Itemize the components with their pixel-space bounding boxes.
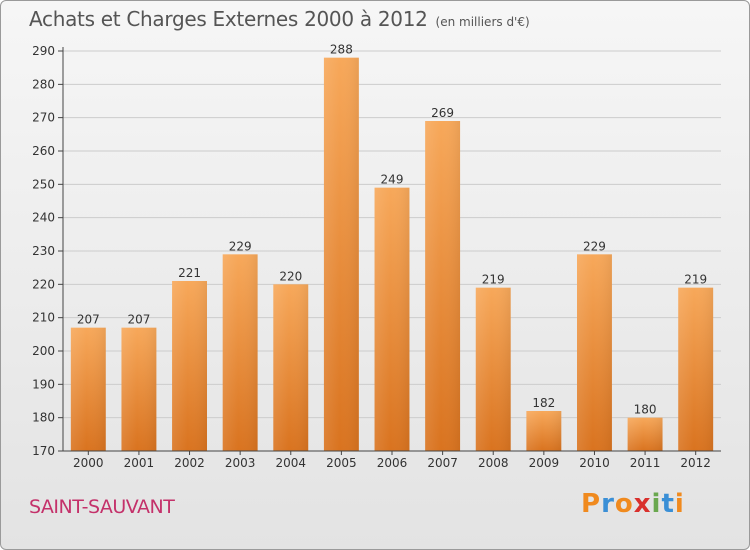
- bar-shine-2009: [526, 411, 562, 451]
- data-label-2000: 207: [77, 313, 100, 327]
- x-tick-label-2000: 2000: [73, 456, 104, 470]
- data-label-2007: 269: [431, 106, 454, 120]
- data-label-2006: 249: [381, 173, 404, 187]
- x-tick-label-2010: 2010: [579, 456, 610, 470]
- y-tick-label: 220: [32, 277, 55, 291]
- bar-shine-2004: [273, 284, 309, 451]
- y-tick-label: 260: [32, 144, 55, 158]
- logo-letter: r: [601, 489, 615, 519]
- y-tick-label: 290: [32, 44, 55, 58]
- data-label-2001: 207: [127, 313, 150, 327]
- data-label-2009: 182: [532, 396, 555, 410]
- x-tick-label-2004: 2004: [275, 456, 306, 470]
- y-tick-label: 180: [32, 411, 55, 425]
- chart-title-text: Achats et Charges Externes 2000 à 2012: [29, 7, 428, 31]
- data-label-2012: 219: [684, 273, 707, 287]
- y-tick-label: 240: [32, 211, 55, 225]
- y-tick-label: 230: [32, 244, 55, 258]
- data-label-2002: 221: [178, 266, 201, 280]
- y-tick-label: 210: [32, 311, 55, 325]
- bar-shine-2007: [425, 121, 461, 451]
- y-tick-label: 270: [32, 111, 55, 125]
- bar-shine-2008: [475, 287, 511, 451]
- bar-shine-2003: [222, 254, 258, 451]
- city-name: SAINT-SAUVANT: [29, 496, 175, 518]
- x-tick-label-2012: 2012: [680, 456, 711, 470]
- y-tick-label: 250: [32, 177, 55, 191]
- proxiti-logo: Proxiti: [581, 489, 685, 519]
- chart-subtitle: (en milliers d'€): [435, 15, 530, 29]
- x-tick-label-2008: 2008: [478, 456, 509, 470]
- bar-shine-2012: [678, 287, 714, 451]
- y-tick-label: 170: [32, 444, 55, 458]
- axes: 170 180 190 200 210 220 230 240 250 260 270 280 290 2…: [32, 44, 721, 470]
- bar-shine-2010: [576, 254, 612, 451]
- x-tick-label-2002: 2002: [174, 456, 205, 470]
- bar-shine-2011: [627, 417, 663, 451]
- logo-letter: i: [651, 489, 662, 519]
- x-tick-label-2009: 2009: [529, 456, 560, 470]
- x-tick-label-2001: 2001: [124, 456, 155, 470]
- logo-letter: x: [633, 489, 652, 519]
- data-labels: 207 207 221 229 220 288 249 269 219 182 229 180 219: [77, 43, 707, 417]
- logo-letter: i: [674, 489, 685, 519]
- bar-shine-2005: [323, 57, 359, 452]
- logo-letter: o: [614, 489, 634, 519]
- data-label-2003: 229: [229, 239, 252, 253]
- bar-shine-2000: [70, 327, 106, 451]
- x-tick-label-2007: 2007: [427, 456, 458, 470]
- logo-letter: P: [581, 489, 602, 519]
- data-label-2011: 180: [634, 403, 657, 417]
- data-label-2004: 220: [279, 269, 302, 283]
- y-tick-label: 280: [32, 77, 55, 91]
- y-tick-label: 190: [32, 377, 55, 391]
- x-tick-label-2011: 2011: [630, 456, 661, 470]
- data-label-2010: 229: [583, 239, 606, 253]
- bars: [70, 57, 714, 452]
- y-tick-label: 200: [32, 344, 55, 358]
- x-tick-label-2006: 2006: [377, 456, 408, 470]
- chart-title: Achats et Charges Externes 2000 à 2012 (e…: [29, 7, 530, 31]
- bar-shine-2001: [121, 327, 157, 451]
- bar-shine-2006: [374, 187, 410, 451]
- bar-shine-2002: [172, 281, 208, 451]
- x-tick-label-2003: 2003: [225, 456, 256, 470]
- data-label-2008: 219: [482, 273, 505, 287]
- x-tick-label-2005: 2005: [326, 456, 357, 470]
- logo-letter: t: [661, 489, 675, 519]
- data-label-2005: 288: [330, 43, 353, 57]
